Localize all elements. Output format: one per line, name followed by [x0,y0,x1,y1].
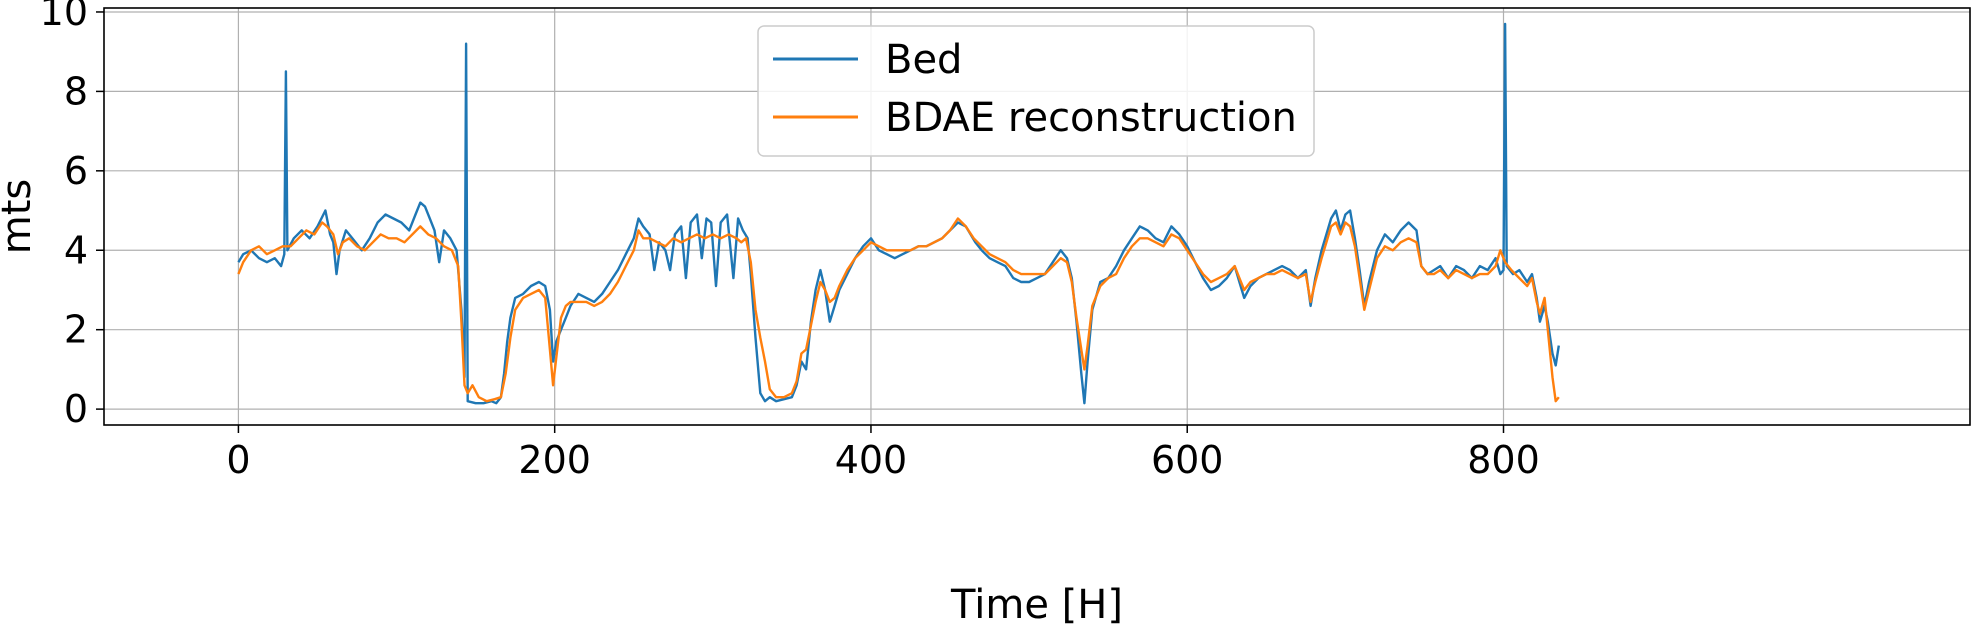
x-tick-label: 800 [1467,438,1540,482]
y-tick-label: 0 [64,387,88,431]
y-tick-label: 10 [40,0,88,34]
x-tick-label: 600 [1151,438,1224,482]
legend-box [757,25,1315,157]
series-layer [237,22,1560,405]
plot-area-frame [103,7,1971,426]
axis-ticks: 0 200 400 600 800 0 2 4 6 8 10 [40,0,1540,482]
x-axis-label: Time [H] [950,582,1123,624]
x-tick-label: 0 [226,438,250,482]
legend-label-bed: Bed [885,37,962,83]
y-tick-label: 4 [64,228,88,272]
series-line-0 [237,22,1560,405]
x-tick-label: 200 [518,438,591,482]
legend-label-bdae-reconstruction: BDAE reconstruction [885,95,1297,141]
legend: Bed BDAE reconstruction [757,25,1315,157]
x-tick-label: 400 [835,438,908,482]
y-tick-label: 6 [64,149,88,193]
y-axis-label: mts [0,179,40,255]
y-tick-label: 2 [64,308,88,352]
series-line-1 [237,217,1560,403]
y-tick-label: 8 [64,69,88,113]
